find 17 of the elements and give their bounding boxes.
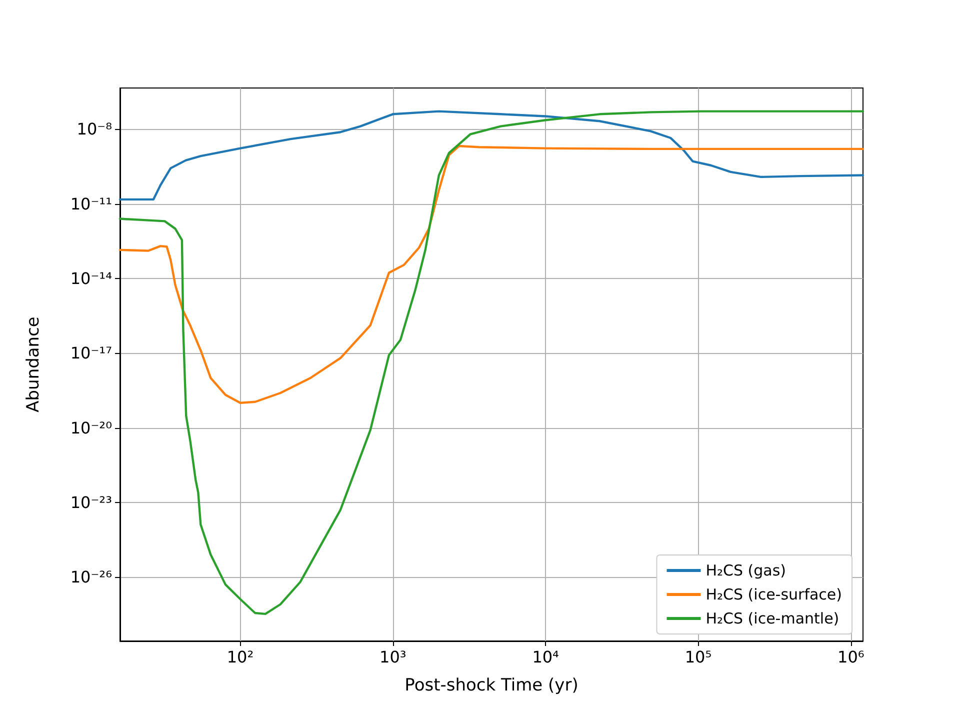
x-tick-label: 10⁴: [532, 648, 559, 666]
legend-label: H₂CS (gas): [706, 562, 786, 580]
legend-label: H₂CS (ice-mantle): [706, 610, 840, 628]
y-tick-label: 10⁻²³: [70, 492, 112, 512]
x-tick-label: 10³: [380, 648, 406, 666]
y-axis-title: Abundance: [24, 316, 44, 412]
y-tick-label: 10⁻²⁰: [70, 418, 112, 438]
y-tick-label: 10⁻¹¹: [70, 194, 112, 214]
y-tick-label: 10⁻¹⁴: [70, 268, 112, 288]
x-tick-label: 10⁶: [838, 648, 864, 666]
y-tick-label: 10⁻²⁶: [70, 568, 112, 587]
x-tick-label: 10²: [226, 648, 254, 666]
legend-label: H₂CS (ice-surface): [706, 586, 842, 604]
y-tick-label: 10⁻¹⁷: [70, 344, 112, 363]
x-axis-title: Post-shock Time (yr): [404, 676, 578, 696]
x-tick-label: 10⁵: [684, 648, 712, 666]
y-tick-label: 10⁻⁸: [76, 120, 112, 139]
